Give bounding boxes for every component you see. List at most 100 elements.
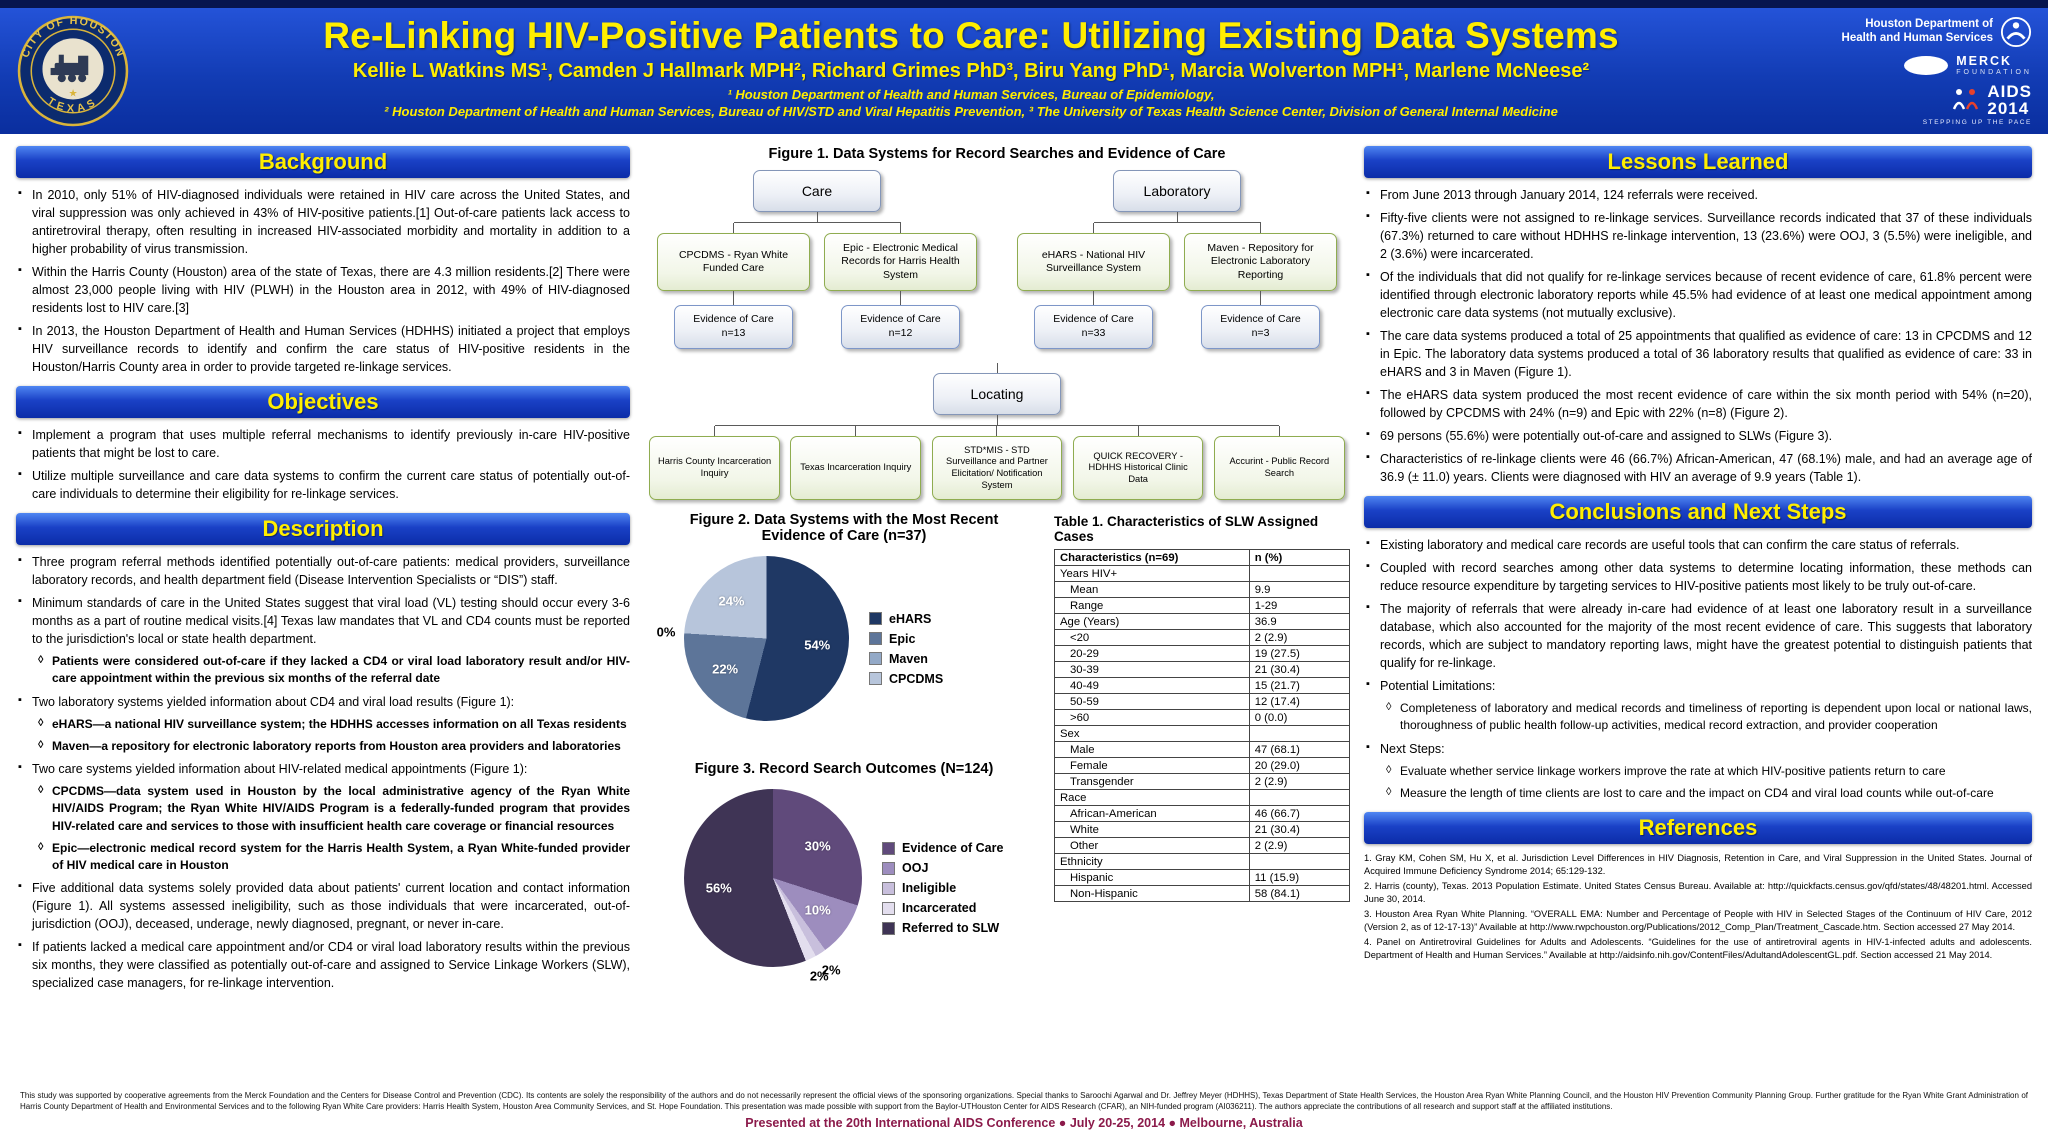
connector (816, 212, 818, 222)
table-row: White 21 (30.4) (1054, 821, 1351, 838)
table-cell-label: Sex (1054, 725, 1250, 742)
figure2-pie: 54% 22% 0% 24% (657, 556, 849, 721)
connector (733, 222, 901, 223)
bullet-item: Two care systems yielded information abo… (16, 760, 630, 778)
legend-item: Referred to SLW (882, 921, 1003, 935)
hdhhs-logo: Houston Department of Health and Human S… (1842, 16, 2032, 48)
connector (1260, 291, 1261, 305)
table-row: Sex (1054, 725, 1351, 742)
legend-swatch (869, 652, 882, 665)
table-cell-label: 50-59 (1054, 693, 1250, 710)
table-row: 50-59 12 (17.4) (1054, 693, 1351, 710)
table-row: 30-39 21 (30.4) (1054, 661, 1351, 678)
table1-block: Table 1. Characteristics of SLW Assigned… (1054, 512, 1351, 993)
legend-swatch (869, 672, 882, 685)
bullet-item: In 2013, the Houston Department of Healt… (16, 322, 630, 376)
table-header-characteristics: Characteristics (n=69) (1054, 549, 1250, 566)
connector (1137, 426, 1139, 436)
table-row: Transgender 2 (2.9) (1054, 773, 1351, 790)
legend-swatch (882, 881, 895, 895)
table-row: African-American 46 (66.7) (1054, 805, 1351, 822)
legend-label: Maven (889, 651, 928, 666)
care-group: Care CPCDMS - Ryan White Funded Care (650, 170, 984, 349)
middle-column: Figure 1. Data Systems for Record Search… (644, 144, 1351, 1084)
connector (714, 426, 716, 436)
authors-line: Kellie L Watkins MS¹, Camden J Hallmark … (352, 60, 1590, 82)
top-border-bar (0, 0, 2048, 8)
table-cell-label: <20 (1054, 629, 1250, 646)
bullet-item: The eHARS data system produced the most … (1364, 386, 2032, 422)
bullet-item: 69 persons (55.6%) were potentially out-… (1364, 427, 2032, 445)
table-cell-value: 1-29 (1248, 597, 1351, 614)
legend-label: CPCDMS (889, 671, 944, 686)
legend-label: Incarcerated (902, 901, 977, 915)
figure2-title: Figure 2. Data Systems with the Most Rec… (689, 512, 999, 544)
bullet-item: Fifty-five clients were not assigned to … (1364, 209, 2032, 263)
bullet-item: From June 2013 through January 2014, 124… (1364, 186, 2032, 204)
header-text-block: Re-Linking HIV-Positive Patients to Care… (146, 8, 1796, 134)
evidence-label: Evidence of Care (693, 313, 774, 326)
locomotive-icon (50, 54, 89, 83)
figure1-flowchart: Care CPCDMS - Ryan White Funded Care (644, 170, 1350, 500)
table-cell-value: 11 (15.9) (1248, 869, 1351, 886)
data-system-node: Maven - Repository for Electronic Labora… (1183, 233, 1338, 291)
bullet-item: Completeness of laboratory and medical r… (1384, 700, 2032, 735)
table-row: Range 1-29 (1054, 597, 1351, 614)
data-system-branch: Epic - Electronic Medical Records for Ha… (823, 223, 978, 349)
legend-item: Evidence of Care (882, 841, 1003, 855)
city-of-houston-seal: CITY OF HOUSTON TEXAS ★ (0, 8, 146, 134)
table-cell-label: Non-Hispanic (1054, 885, 1250, 902)
legend-label: Evidence of Care (902, 841, 1004, 855)
table-cell-label: 40-49 (1054, 677, 1250, 694)
evidence-count: n=13 (721, 327, 746, 339)
table-cell-label: Race (1054, 789, 1250, 806)
bullet-item: The care data systems produced a total o… (1364, 327, 2032, 381)
table-cell-label: African-American (1054, 805, 1250, 822)
bullet-item: Minimum standards of care in the United … (16, 594, 630, 648)
locating-branch: QUICK RECOVERY - HDHHS Historical Clinic… (1072, 426, 1204, 500)
section-header-references: References (1364, 812, 2032, 845)
poster-title: Re-Linking HIV-Positive Patients to Care… (323, 15, 1619, 56)
legend-label: Ineligible (902, 881, 957, 895)
table-row: Other 2 (2.9) (1054, 837, 1351, 854)
pie-slice-label: 24% (718, 593, 745, 609)
locating-branch: Texas Incarceration Inquiry (790, 426, 922, 500)
table-cell-value: 12 (17.4) (1248, 693, 1351, 710)
connector (1093, 291, 1094, 305)
connector (996, 426, 998, 436)
reference-item: 4. Panel on Antiretroviral Guidelines fo… (1364, 937, 2032, 960)
description-bullets: Three program referral methods identifie… (16, 553, 630, 992)
evidence-of-care-node: Evidence of Care n=13 (673, 305, 794, 349)
reference-item: 1. Gray KM, Cohen SM, Hu X, et al. Juris… (1364, 853, 2032, 876)
pie-slice-label: 30% (804, 838, 831, 854)
poster-header: CITY OF HOUSTON TEXAS ★ Re- (0, 8, 2048, 134)
table-cell-value: 19 (27.5) (1248, 645, 1351, 662)
section-header-conclusions: Conclusions and Next Steps (1364, 496, 2032, 528)
section-header-description: Description (16, 513, 630, 545)
table-cell-label: Hispanic (1054, 869, 1250, 886)
hdhhs-logo-line1: Houston Department of (1865, 17, 1993, 30)
table-cell-value: 2 (2.9) (1248, 837, 1351, 854)
figure2-chart: 54% 22% 0% 24% eHARS E (644, 550, 1044, 747)
legend-item: Ineligible (882, 881, 1003, 895)
table-cell-label: White (1054, 821, 1250, 838)
table-row: Female 20 (29.0) (1054, 757, 1351, 774)
table-cell-value (1248, 853, 1351, 870)
evidence-label: Evidence of Care (860, 313, 941, 326)
table-row: Age (Years) 36.9 (1054, 613, 1351, 630)
pie-slice-label: 2% (821, 962, 841, 978)
figure3-chart: 30% 10% 2% 2% 56% Evidence of Care (644, 783, 1044, 993)
locating-branch: Harris County Incarceration Inquiry (649, 426, 780, 500)
laboratory-group: Laboratory eHARS - National HIV Surveill… (1010, 170, 1344, 349)
connector (714, 425, 1280, 426)
connector (996, 415, 998, 425)
table-cell-label: Transgender (1054, 773, 1250, 790)
table-cell-label: Female (1054, 757, 1250, 774)
locating-system-node: QUICK RECOVERY - HDHHS Historical Clinic… (1072, 436, 1204, 500)
laboratory-children: eHARS - National HIV Surveillance System… (1010, 223, 1344, 349)
figure3-pie: 30% 10% 2% 2% 56% (684, 789, 862, 984)
aids-2014-logo: AIDS 2014 STEPPING UP THE PACE (1923, 83, 2032, 126)
legend-swatch (869, 632, 882, 645)
legend-swatch (882, 861, 895, 875)
